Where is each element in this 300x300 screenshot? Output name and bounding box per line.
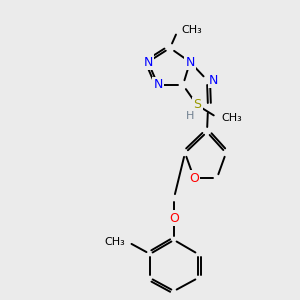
Text: O: O [189, 172, 199, 184]
Text: N: N [185, 56, 195, 68]
Text: H: H [186, 111, 194, 121]
Text: N: N [153, 79, 163, 92]
Text: CH₃: CH₃ [181, 25, 202, 35]
Text: CH₃: CH₃ [104, 237, 125, 247]
Text: N: N [143, 56, 153, 68]
Text: CH₃: CH₃ [221, 113, 242, 123]
Text: O: O [169, 212, 179, 224]
Text: N: N [209, 74, 218, 86]
Text: S: S [193, 98, 201, 112]
